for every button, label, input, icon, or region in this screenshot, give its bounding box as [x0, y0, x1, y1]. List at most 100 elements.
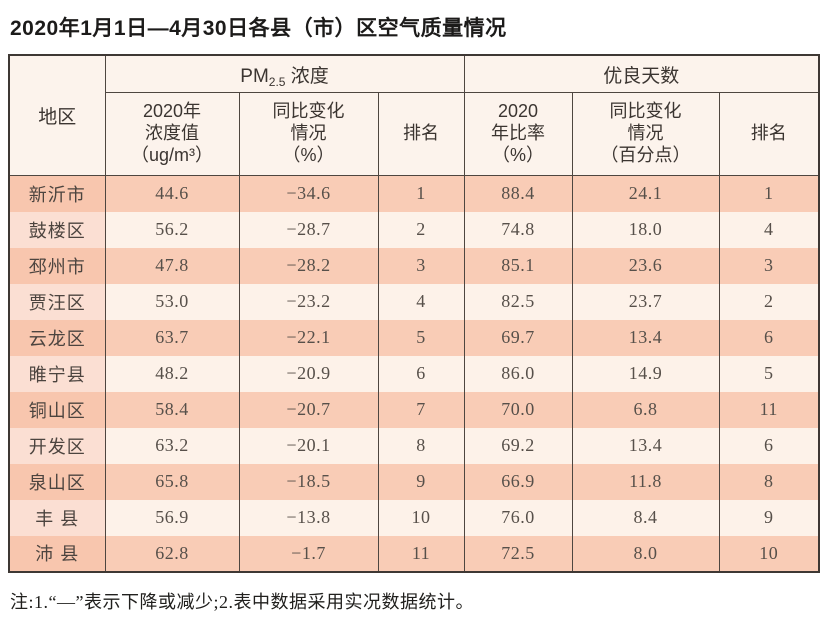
- table-row: 铜山区 58.4 −20.7 7 70.0 6.8 11: [8, 391, 820, 428]
- pm-rank-cell: 6: [377, 355, 465, 392]
- good-rate-cell: 72.5: [463, 535, 573, 572]
- pm-value-cell: 63.2: [104, 427, 240, 464]
- pm-value-cell: 62.8: [104, 535, 240, 572]
- table-body: 新沂市 44.6 −34.6 1 88.4 24.1 1 鼓楼区 56.2 −2…: [8, 175, 820, 572]
- good-rank-cell: 11: [718, 391, 820, 428]
- good-change-cell: 13.4: [571, 319, 720, 356]
- region-cell: 丰 县: [8, 499, 106, 536]
- good-rate-cell: 70.0: [463, 391, 573, 428]
- region-cell: 泉山区: [8, 463, 106, 500]
- pm-value-cell: 48.2: [104, 355, 240, 392]
- pm-change-cell: −18.5: [238, 463, 379, 500]
- table-row: 邳州市 47.8 −28.2 3 85.1 23.6 3: [8, 247, 820, 284]
- group-header-row: 地区 PM2.5 浓度 优良天数: [8, 55, 820, 176]
- air-quality-table: 地区 PM2.5 浓度 优良天数 2020年 浓度值 （ug/m³） 同比变化 …: [8, 54, 820, 573]
- page-title: 2020年1月1日—4月30日各县（市）区空气质量情况: [10, 17, 507, 40]
- region-cell: 鼓楼区: [8, 211, 106, 248]
- table-row: 丰 县 56.9 −13.8 10 76.0 8.4 9: [8, 499, 820, 536]
- pm-change-cell: −20.9: [238, 355, 379, 392]
- good-rate-cell: 88.4: [463, 175, 573, 212]
- good-rank-cell: 6: [718, 319, 820, 356]
- pm-value-cell: 65.8: [104, 463, 240, 500]
- good-rank-cell: 6: [718, 427, 820, 464]
- good-change-cell: 23.7: [571, 283, 720, 320]
- good-rate-cell: 85.1: [463, 247, 573, 284]
- pm-suffix: 浓度: [285, 65, 329, 87]
- pm-rank-cell: 5: [377, 319, 465, 356]
- pm-prefix: PM: [240, 65, 269, 87]
- pm-rank-cell: 7: [377, 391, 465, 428]
- good-rate-cell: 82.5: [463, 283, 573, 320]
- pm-change-cell: −1.7: [238, 535, 379, 572]
- table-row: 泉山区 65.8 −18.5 9 66.9 11.8 8: [8, 463, 820, 500]
- region-cell: 新沂市: [8, 175, 106, 212]
- good-rank-cell: 8: [718, 463, 820, 500]
- pm-rank-cell: 11: [377, 535, 465, 572]
- table-row: 鼓楼区 56.2 −28.7 2 74.8 18.0 4: [8, 211, 820, 248]
- region-cell: 邳州市: [8, 247, 106, 284]
- pm-rank-cell: 9: [377, 463, 465, 500]
- pm-rank-cell: 8: [377, 427, 465, 464]
- region-cell: 铜山区: [8, 391, 106, 428]
- good-rank-cell: 3: [718, 247, 820, 284]
- region-cell: 云龙区: [8, 319, 106, 356]
- good-change-cell: 6.8: [571, 391, 720, 428]
- table-row: 新沂市 44.6 −34.6 1 88.4 24.1 1: [8, 175, 820, 212]
- header-pm-rank: 排名: [377, 92, 465, 176]
- good-rank-cell: 1: [718, 175, 820, 212]
- good-rank-cell: 5: [718, 355, 820, 392]
- good-change-cell: 23.6: [571, 247, 720, 284]
- pm-change-cell: −28.7: [238, 211, 379, 248]
- region-cell: 沛 县: [8, 535, 106, 572]
- pm-rank-cell: 10: [377, 499, 465, 536]
- good-change-cell: 8.0: [571, 535, 720, 572]
- good-change-cell: 8.4: [571, 499, 720, 536]
- header-pm-change: 同比变化 情况 （%）: [238, 92, 379, 176]
- pm-change-cell: −20.1: [238, 427, 379, 464]
- header-region: 地区: [8, 55, 106, 176]
- pm-subscript: 2.5: [268, 74, 286, 89]
- good-change-cell: 13.4: [571, 427, 720, 464]
- good-change-cell: 14.9: [571, 355, 720, 392]
- region-cell: 开发区: [8, 427, 106, 464]
- pm-rank-cell: 3: [377, 247, 465, 284]
- good-rank-cell: 10: [718, 535, 820, 572]
- pm-value-cell: 47.8: [104, 247, 240, 284]
- good-change-cell: 11.8: [571, 463, 720, 500]
- good-rate-cell: 66.9: [463, 463, 573, 500]
- table-header: 地区 PM2.5 浓度 优良天数 2020年 浓度值 （ug/m³） 同比变化 …: [8, 55, 820, 176]
- good-rate-cell: 69.7: [463, 319, 573, 356]
- pm-change-cell: −13.8: [238, 499, 379, 536]
- pm-rank-cell: 2: [377, 211, 465, 248]
- table-row: 沛 县 62.8 −1.7 11 72.5 8.0 10: [8, 535, 820, 572]
- good-change-cell: 24.1: [571, 175, 720, 212]
- table-row: 云龙区 63.7 −22.1 5 69.7 13.4 6: [8, 319, 820, 356]
- good-rate-cell: 74.8: [463, 211, 573, 248]
- good-rate-cell: 69.2: [463, 427, 573, 464]
- pm-value-cell: 44.6: [104, 175, 240, 212]
- header-pm-value: 2020年 浓度值 （ug/m³）: [104, 92, 240, 176]
- pm-value-cell: 56.9: [104, 499, 240, 536]
- pm-value-cell: 58.4: [104, 391, 240, 428]
- region-cell: 睢宁县: [8, 355, 106, 392]
- good-change-cell: 18.0: [571, 211, 720, 248]
- header-good-change: 同比变化 情况 （百分点）: [571, 92, 720, 176]
- good-rank-cell: 4: [718, 211, 820, 248]
- table-row: 贾汪区 53.0 −23.2 4 82.5 23.7 2: [8, 283, 820, 320]
- pm-value-cell: 63.7: [104, 319, 240, 356]
- pm-change-cell: −34.6: [238, 175, 379, 212]
- pm-change-cell: −23.2: [238, 283, 379, 320]
- pm-change-cell: −22.1: [238, 319, 379, 356]
- header-group-pm25: PM2.5 浓度: [104, 55, 465, 93]
- good-rate-cell: 86.0: [463, 355, 573, 392]
- pm-rank-cell: 1: [377, 175, 465, 212]
- pm-value-cell: 56.2: [104, 211, 240, 248]
- sub-header-row: 2020年 浓度值 （ug/m³） 同比变化 情况 （%） 排名 2020 年比…: [9, 92, 820, 176]
- good-rank-cell: 2: [718, 283, 820, 320]
- pm-rank-cell: 4: [377, 283, 465, 320]
- pm-value-cell: 53.0: [104, 283, 240, 320]
- header-good-rate: 2020 年比率 （%）: [463, 92, 573, 176]
- pm-change-cell: −28.2: [238, 247, 379, 284]
- header-good-rank: 排名: [718, 92, 820, 176]
